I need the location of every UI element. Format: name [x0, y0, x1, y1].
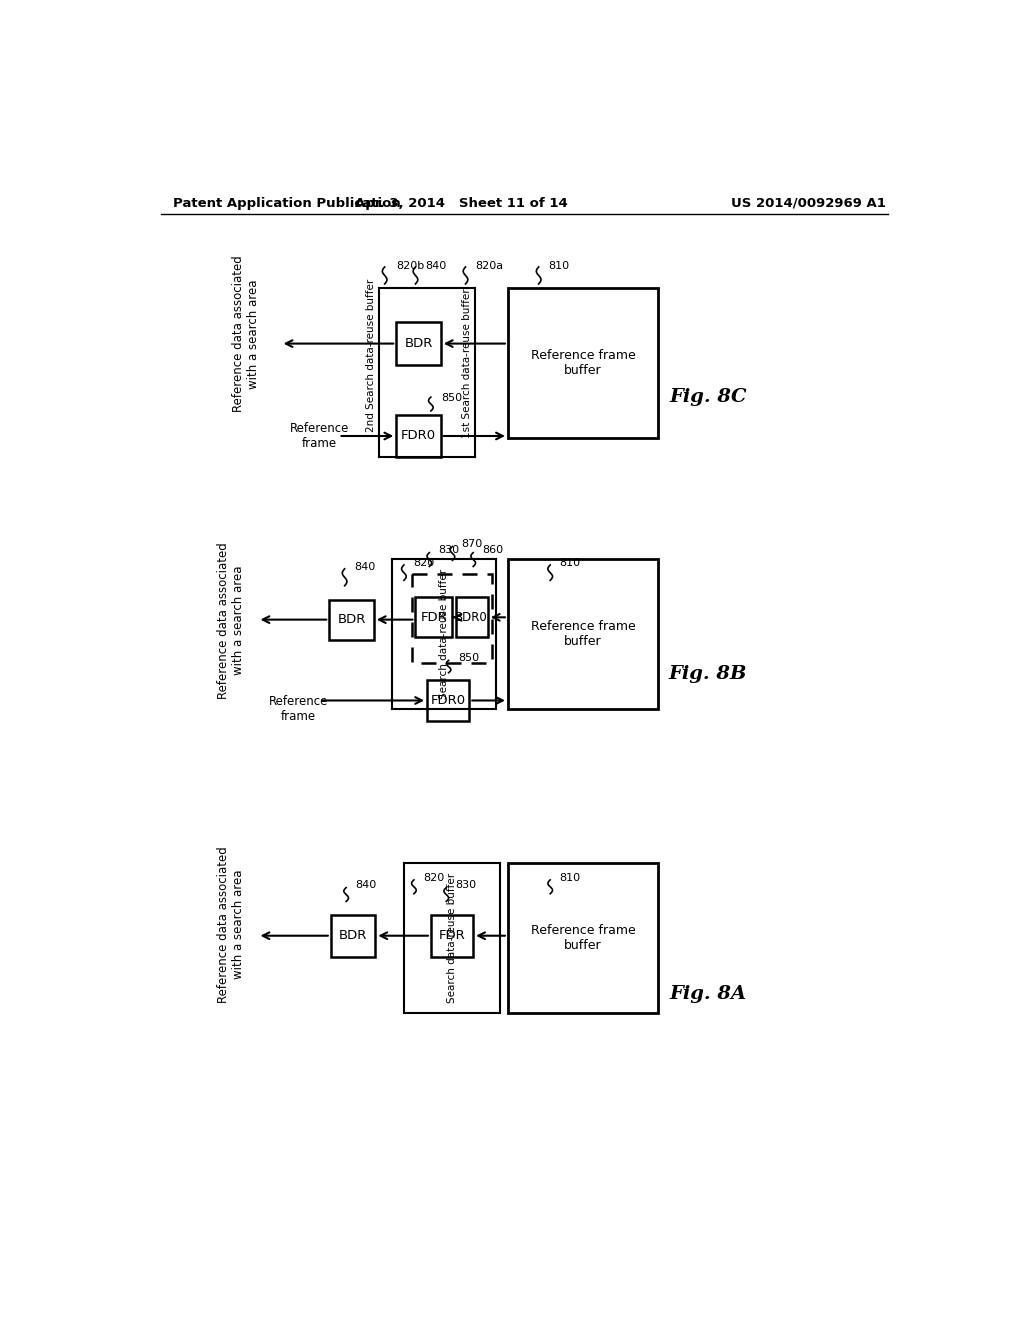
Text: 840: 840 — [425, 261, 446, 271]
Text: FDR: FDR — [438, 929, 466, 942]
Text: US 2014/0092969 A1: US 2014/0092969 A1 — [731, 197, 886, 210]
Text: Reference frame
buffer: Reference frame buffer — [530, 348, 635, 376]
Text: 830: 830 — [438, 545, 460, 556]
Text: Search data-reuse buffer: Search data-reuse buffer — [447, 873, 457, 1003]
Text: BDR: BDR — [339, 929, 368, 942]
Text: 810: 810 — [559, 873, 581, 883]
Text: 870: 870 — [462, 539, 483, 549]
Text: 820b: 820b — [396, 261, 425, 271]
Text: BDR0: BDR0 — [456, 611, 488, 624]
Text: Fig. 8A: Fig. 8A — [670, 985, 746, 1003]
Bar — [508, 288, 658, 438]
Bar — [396, 322, 441, 364]
Text: Fig. 8C: Fig. 8C — [670, 388, 746, 407]
Text: FDR: FDR — [421, 611, 447, 624]
Text: Reference frame
buffer: Reference frame buffer — [530, 924, 635, 952]
Bar — [396, 414, 441, 457]
Text: Reference data associated
with a search area: Reference data associated with a search … — [217, 543, 245, 698]
Text: 840: 840 — [354, 561, 375, 572]
Text: 830: 830 — [456, 880, 476, 890]
Bar — [412, 574, 493, 663]
Bar — [416, 597, 453, 638]
Text: 860: 860 — [482, 545, 504, 556]
Text: Patent Application Publication: Patent Application Publication — [173, 197, 400, 210]
Bar — [456, 597, 487, 638]
Bar — [508, 558, 658, 709]
Text: Search data-reuse buffer: Search data-reuse buffer — [439, 569, 450, 698]
Text: Reference
frame: Reference frame — [290, 422, 349, 450]
Text: 2nd Search data-reuse buffer: 2nd Search data-reuse buffer — [366, 279, 376, 432]
Text: BDR: BDR — [404, 337, 433, 350]
Text: Fig. 8B: Fig. 8B — [669, 665, 748, 684]
Bar — [508, 863, 658, 1014]
Text: 820a: 820a — [475, 261, 504, 271]
Text: FDR0: FDR0 — [401, 429, 436, 442]
Text: 820: 820 — [413, 557, 434, 568]
Text: 850: 850 — [441, 393, 462, 403]
Text: 810: 810 — [559, 557, 581, 568]
Bar — [427, 681, 469, 721]
Text: Apr. 3, 2014   Sheet 11 of 14: Apr. 3, 2014 Sheet 11 of 14 — [355, 197, 568, 210]
Text: BDR: BDR — [337, 612, 366, 626]
Text: FDR0: FDR0 — [431, 694, 466, 708]
Text: Reference data associated
with a search area: Reference data associated with a search … — [232, 256, 260, 412]
Text: 850: 850 — [458, 653, 479, 663]
Text: Reference frame
buffer: Reference frame buffer — [530, 620, 635, 648]
Bar — [331, 915, 376, 957]
Text: 840: 840 — [355, 880, 377, 890]
Text: Reference
frame: Reference frame — [268, 694, 328, 723]
Bar — [330, 599, 374, 640]
Bar — [431, 915, 473, 957]
Text: 820: 820 — [423, 873, 444, 883]
Text: Reference data associated
with a search area: Reference data associated with a search … — [217, 846, 245, 1003]
Text: 1st Search data-reuse buffer: 1st Search data-reuse buffer — [462, 288, 472, 438]
Text: 810: 810 — [549, 261, 569, 271]
